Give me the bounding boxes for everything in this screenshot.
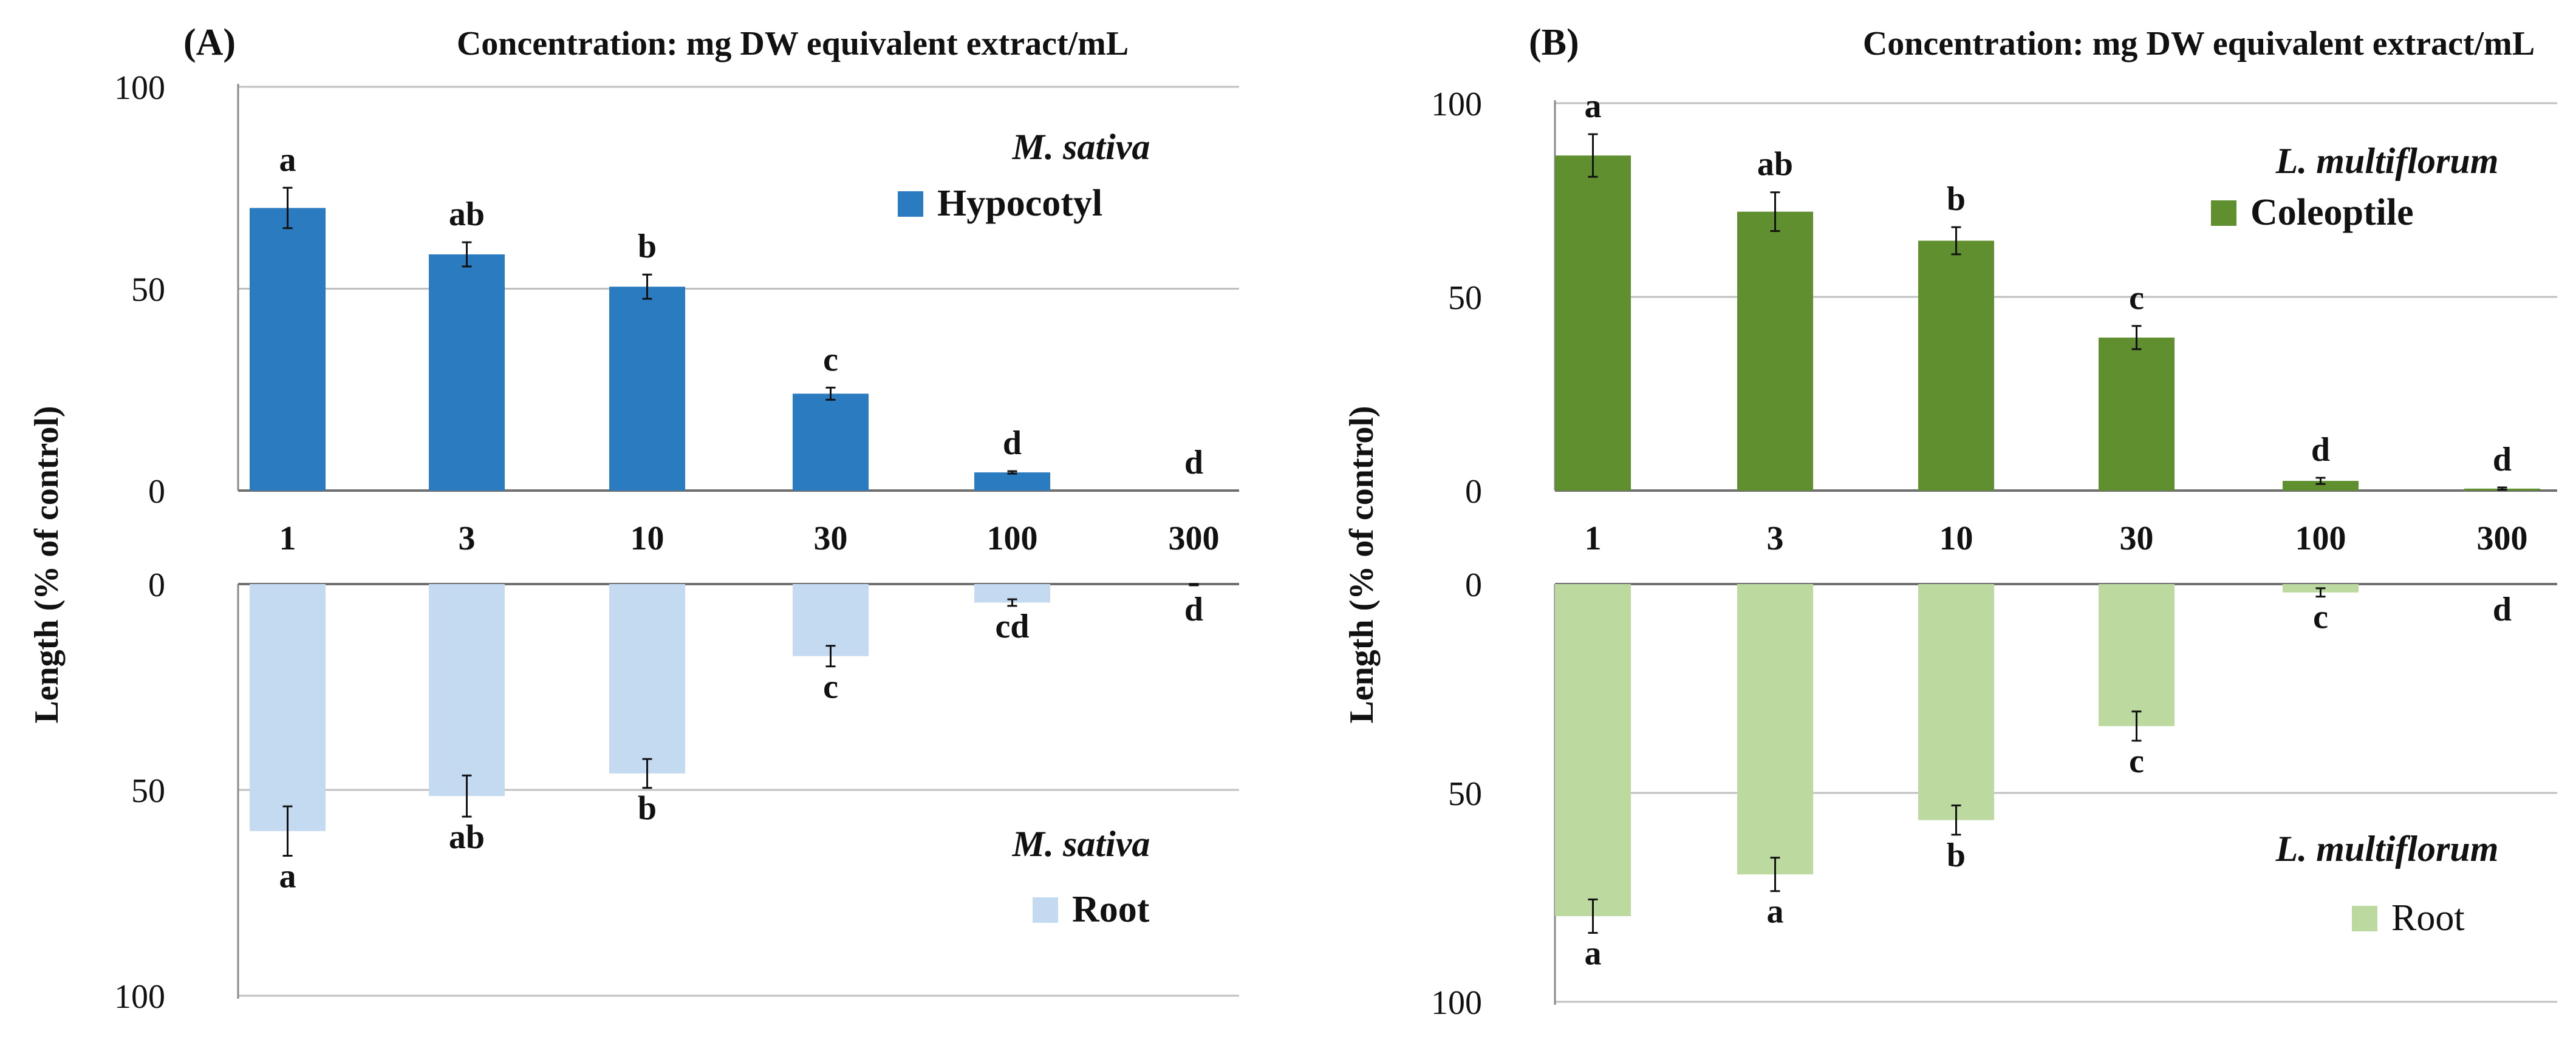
- legend-swatch-top: [2211, 200, 2236, 226]
- x-tick-label: 100: [2295, 520, 2346, 557]
- y-tick-label-bottom: 0: [1465, 566, 1482, 604]
- bar-bottom: [609, 584, 685, 773]
- significance-letter-top: b: [1947, 180, 1966, 218]
- bar-bottom: [429, 584, 505, 797]
- x-tick-label: 10: [630, 520, 664, 557]
- y-tick-label-top: 100: [1431, 86, 1482, 123]
- x-tick-label: 3: [459, 520, 476, 557]
- bar-top: [2099, 337, 2175, 491]
- legend-species-top: M. sativa: [1012, 127, 1150, 167]
- legend-swatch-top: [898, 191, 923, 217]
- y-tick-label-top: 0: [1465, 473, 1482, 511]
- significance-letter-bottom: a: [279, 857, 296, 895]
- bar-top: [609, 287, 685, 491]
- x-tick-label: 100: [987, 520, 1038, 557]
- significance-letter-bottom: c: [2313, 599, 2328, 636]
- significance-letter-bottom: b: [1947, 837, 1966, 874]
- bar-top: [2283, 481, 2359, 491]
- x-tick-label: 10: [1939, 520, 1973, 557]
- legend-swatch-bottom: [1033, 897, 1058, 923]
- legend-label-bottom: Root: [2391, 897, 2465, 939]
- significance-letter-top: c: [823, 341, 838, 378]
- y-tick-label-bottom: 50: [1448, 775, 1482, 813]
- significance-letter-top: ab: [1757, 146, 1793, 183]
- significance-letter-bottom: a: [1767, 893, 1784, 931]
- y-axis-label: Length (% of control): [1343, 406, 1381, 723]
- x-tick-label: 3: [1767, 520, 1784, 557]
- bar-top: [974, 472, 1050, 491]
- significance-letter-top: b: [638, 228, 657, 265]
- y-tick-label-bottom: 100: [1431, 984, 1482, 1022]
- bar-top: [793, 393, 869, 491]
- x-tick-label: 300: [1169, 520, 1220, 557]
- significance-letter-top: a: [1585, 87, 1602, 125]
- significance-letter-bottom: b: [638, 790, 657, 828]
- significance-letter-bottom: d: [1184, 591, 1203, 628]
- y-tick-label-top: 50: [1448, 279, 1482, 317]
- significance-letter-bottom: a: [1585, 934, 1602, 972]
- bar-bottom: [1918, 584, 1994, 820]
- y-tick-label-top: 0: [148, 473, 165, 511]
- bar-top: [429, 254, 505, 491]
- legend-species-bottom: M. sativa: [1012, 824, 1150, 864]
- bar-bottom: [1737, 584, 1813, 875]
- y-tick-label-bottom: 50: [131, 772, 165, 810]
- significance-letter-top: a: [279, 141, 296, 178]
- x-tick-label: 1: [279, 520, 296, 557]
- y-tick-label-top: 50: [131, 271, 165, 309]
- legend-label-top: Coleoptile: [2250, 192, 2414, 233]
- significance-letter-top: d: [1184, 444, 1203, 481]
- y-axis-label: Length (% of control): [28, 406, 66, 723]
- bar-bottom: [1555, 584, 1631, 916]
- bar-top: [1918, 240, 1994, 491]
- concentration-title: Concentration: mg DW equivalent extract/…: [457, 25, 1129, 63]
- y-tick-label-top: 100: [114, 69, 165, 107]
- bar-bottom: [2099, 584, 2175, 726]
- legend-species-top: L. multiflorum: [2275, 141, 2499, 181]
- legend-species-bottom: L. multiflorum: [2275, 829, 2499, 869]
- significance-letter-bottom: cd: [996, 608, 1030, 645]
- panel-label: (A): [183, 22, 236, 63]
- concentration-title: Concentration: mg DW equivalent extract/…: [1863, 25, 2535, 63]
- x-tick-label: 300: [2477, 520, 2528, 557]
- bar-bottom: [250, 584, 326, 831]
- bar-top: [250, 208, 326, 491]
- panel-label: (B): [1529, 22, 1579, 63]
- significance-letter-top: ab: [449, 195, 485, 233]
- significance-letter-top: d: [1003, 424, 1022, 462]
- legend-label-bottom: Root: [1072, 889, 1150, 930]
- significance-letter-top: d: [2493, 441, 2512, 478]
- x-tick-label: 30: [2120, 520, 2154, 557]
- significance-letter-bottom: ab: [449, 818, 485, 856]
- significance-letter-bottom: c: [2129, 743, 2144, 780]
- significance-letter-bottom: c: [823, 668, 838, 706]
- y-tick-label-bottom: 100: [114, 978, 165, 1016]
- x-tick-label: 30: [814, 520, 848, 557]
- legend-swatch-bottom: [2352, 906, 2377, 931]
- bar-bottom: [793, 584, 869, 656]
- y-tick-label-bottom: 0: [148, 566, 165, 604]
- significance-letter-top: d: [2311, 431, 2330, 469]
- x-tick-label: 1: [1585, 520, 1602, 557]
- bar-top: [1555, 155, 1631, 491]
- significance-letter-top: c: [2129, 279, 2144, 317]
- bar-top: [1737, 211, 1813, 491]
- legend-label-top: Hypocotyl: [937, 183, 1102, 224]
- significance-letter-bottom: d: [2493, 591, 2512, 628]
